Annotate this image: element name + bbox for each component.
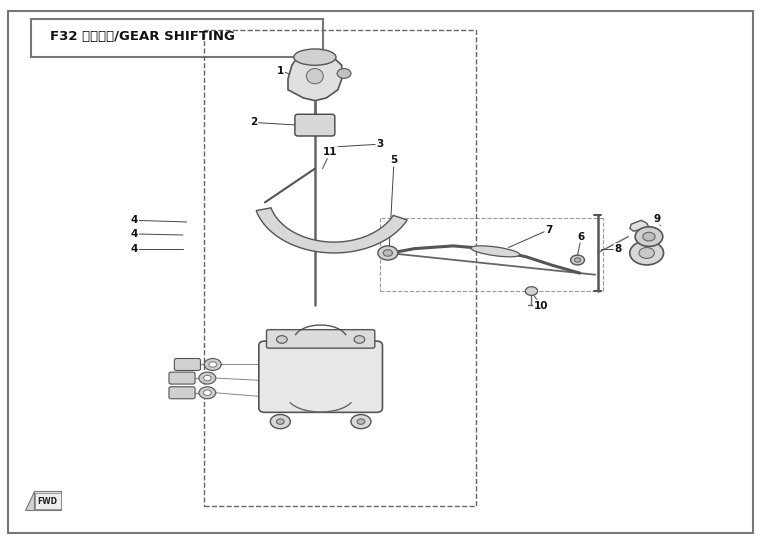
Circle shape (276, 336, 287, 343)
Circle shape (630, 241, 664, 265)
Circle shape (204, 390, 211, 395)
FancyBboxPatch shape (174, 358, 200, 370)
FancyBboxPatch shape (259, 341, 382, 412)
Text: 6: 6 (578, 232, 585, 242)
Text: FWD: FWD (38, 497, 58, 505)
Text: 8: 8 (614, 244, 622, 254)
Polygon shape (25, 491, 34, 510)
Circle shape (199, 387, 216, 399)
FancyBboxPatch shape (169, 372, 195, 384)
Text: 1: 1 (276, 66, 284, 76)
Circle shape (276, 419, 284, 424)
FancyBboxPatch shape (169, 387, 195, 399)
Circle shape (209, 362, 217, 367)
Circle shape (357, 419, 365, 424)
Text: 11: 11 (323, 147, 337, 157)
Text: 4: 4 (131, 229, 138, 239)
Text: 7: 7 (545, 225, 553, 234)
Circle shape (354, 336, 365, 343)
Circle shape (643, 232, 655, 241)
Circle shape (639, 248, 654, 258)
Text: 4: 4 (131, 215, 138, 225)
Polygon shape (630, 220, 649, 231)
Text: 3: 3 (376, 139, 384, 149)
Circle shape (574, 258, 581, 262)
Text: 5: 5 (390, 156, 398, 165)
Ellipse shape (306, 69, 323, 84)
Ellipse shape (471, 246, 520, 257)
Circle shape (204, 375, 211, 381)
Bar (35, 493, 61, 509)
Circle shape (270, 415, 290, 429)
Text: 4: 4 (131, 244, 138, 254)
Text: 10: 10 (535, 301, 548, 311)
Text: 9: 9 (653, 214, 660, 224)
Bar (204, 30, 476, 506)
Circle shape (204, 358, 221, 370)
Text: F32 换档机构/GEAR SHIFTING: F32 换档机构/GEAR SHIFTING (50, 30, 235, 44)
Circle shape (351, 415, 371, 429)
Polygon shape (257, 208, 407, 253)
Ellipse shape (293, 49, 336, 65)
FancyBboxPatch shape (295, 114, 335, 136)
Bar (31, 19, 323, 57)
Text: 2: 2 (250, 118, 257, 127)
Circle shape (378, 246, 398, 260)
Circle shape (635, 227, 663, 246)
Circle shape (525, 287, 538, 295)
FancyBboxPatch shape (266, 330, 375, 348)
Polygon shape (34, 491, 61, 510)
Circle shape (383, 250, 392, 256)
Circle shape (571, 255, 584, 265)
Circle shape (199, 372, 216, 384)
Polygon shape (288, 52, 342, 101)
Circle shape (337, 69, 351, 78)
